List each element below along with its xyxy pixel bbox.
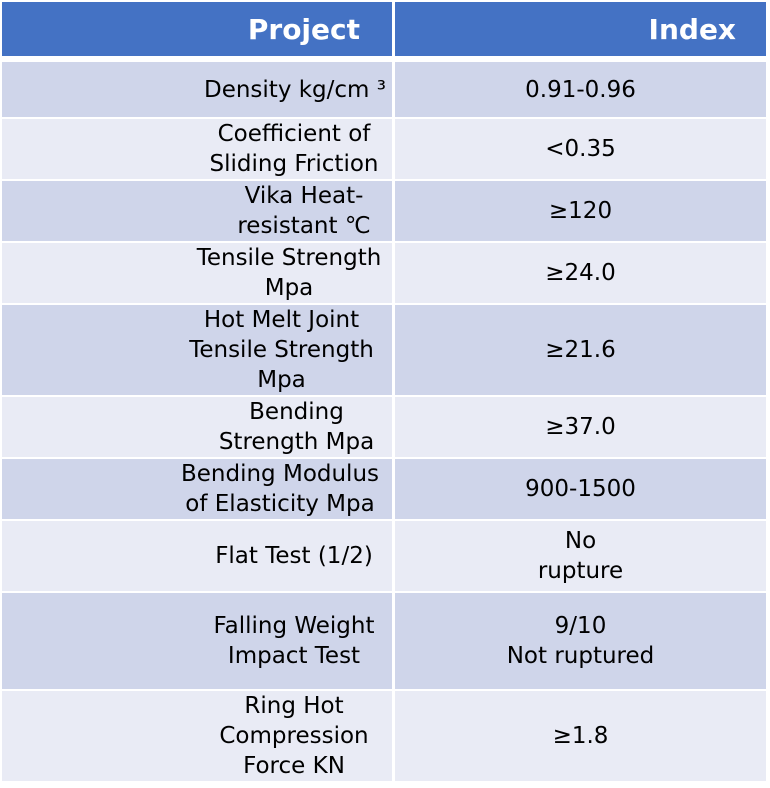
value-cell: ≥24.0	[395, 243, 766, 305]
table-row: Hot Melt Joint Tensile Strength Mpa ≥21.…	[2, 305, 766, 397]
parameter-cell: Bending Modulus of Elasticity Mpa	[2, 459, 395, 521]
parameter-cell: Flat Test (1/2)	[2, 521, 395, 593]
header-project: Project	[2, 2, 395, 62]
value-cell: ≥37.0	[395, 397, 766, 459]
table-row: Flat Test (1/2) No rupture	[2, 521, 766, 593]
value-line-2: rupture	[537, 558, 624, 584]
value-line-2: Not ruptured	[506, 643, 655, 669]
parameter-cell: Bending Strength Mpa	[2, 397, 395, 459]
table-row: Coefficient of Sliding Friction <0.35	[2, 119, 766, 181]
table-row: Falling Weight Impact Test 9/10 Not rupt…	[2, 593, 766, 691]
table-row: Density kg/cm ³ 0.91-0.96	[2, 62, 766, 119]
parameter-cell: Density kg/cm ³	[2, 62, 395, 119]
value-cell: 900-1500	[395, 459, 766, 521]
value-line-1: 9/10	[554, 613, 607, 639]
parameter-cell: Vika Heat-resistant ℃	[2, 181, 395, 243]
header-index: Index	[395, 2, 766, 62]
table-row: Tensile Strength Mpa ≥24.0	[2, 243, 766, 305]
parameter-cell: Ring Hot Compression Force KN	[2, 691, 395, 783]
value-line-1: No	[564, 528, 597, 554]
value-cell: ≥21.6	[395, 305, 766, 397]
table-row: Vika Heat-resistant ℃ ≥120	[2, 181, 766, 243]
value-cell: ≥1.8	[395, 691, 766, 783]
table-row: Bending Modulus of Elasticity Mpa 900-15…	[2, 459, 766, 521]
value-cell: <0.35	[395, 119, 766, 181]
table-row: Bending Strength Mpa ≥37.0	[2, 397, 766, 459]
value-cell: ≥120	[395, 181, 766, 243]
value-cell: 0.91-0.96	[395, 62, 766, 119]
header-row: Project Index	[2, 2, 766, 62]
table-row: Ring Hot Compression Force KN ≥1.8	[2, 691, 766, 783]
parameter-cell: Falling Weight Impact Test	[2, 593, 395, 691]
value-cell: 9/10 Not ruptured	[395, 593, 766, 691]
value-cell: No rupture	[395, 521, 766, 593]
parameter-cell: Coefficient of Sliding Friction	[2, 119, 395, 181]
parameter-cell: Tensile Strength Mpa	[2, 243, 395, 305]
parameter-cell: Hot Melt Joint Tensile Strength Mpa	[2, 305, 395, 397]
